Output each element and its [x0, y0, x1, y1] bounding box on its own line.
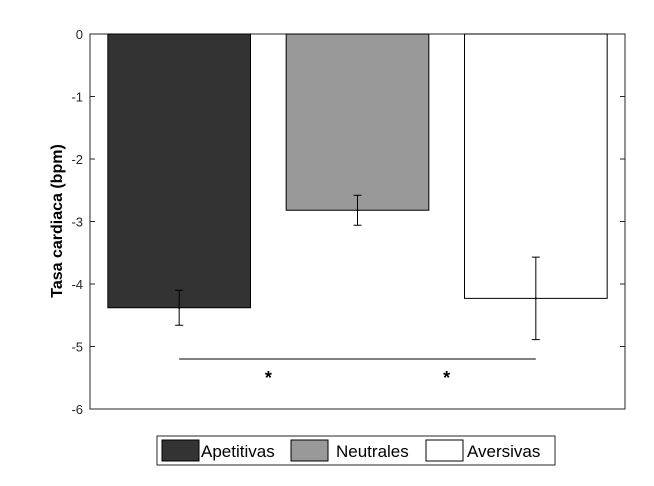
legend: Apetitivas Neutrales Aversivas — [156, 435, 556, 466]
legend-label-neutrales: Neutrales — [336, 442, 409, 461]
mean-marker — [356, 209, 359, 212]
mean-marker — [178, 306, 181, 309]
significance-star: * — [265, 368, 272, 388]
bar-neutrales — [285, 33, 430, 211]
y-tick-label: -6 — [71, 402, 83, 417]
y-tick-label: -1 — [71, 90, 83, 105]
y-axis: 0 -1 -2 -3 -4 -5 -6 — [71, 27, 625, 417]
legend-swatch-apetitivas — [161, 439, 200, 462]
y-tick-label: -2 — [71, 152, 83, 167]
legend-swatch-neutrales — [290, 439, 329, 462]
legend-label-aversivas: Aversivas — [467, 442, 540, 461]
bars — [107, 33, 608, 309]
bar-apetitivas — [107, 33, 252, 309]
legend-swatch-aversivas — [425, 439, 464, 462]
y-tick-label: -5 — [71, 340, 83, 355]
y-tick-label: 0 — [76, 27, 83, 42]
legend-label-apetitivas: Apetitivas — [201, 442, 275, 461]
legend-box — [156, 435, 556, 466]
mean-marker — [534, 297, 537, 300]
plot-area: 0-1-2-3-4-5-6 * * — [71, 27, 626, 417]
error-bars — [175, 194, 540, 341]
y-tick-label: -4 — [71, 277, 83, 292]
y-axis-label: Tasa cardiaca (bpm) — [49, 144, 66, 298]
significance-annotations: * * — [179, 358, 536, 388]
significance-star: * — [443, 368, 450, 388]
y-tick-label: -3 — [71, 215, 83, 230]
